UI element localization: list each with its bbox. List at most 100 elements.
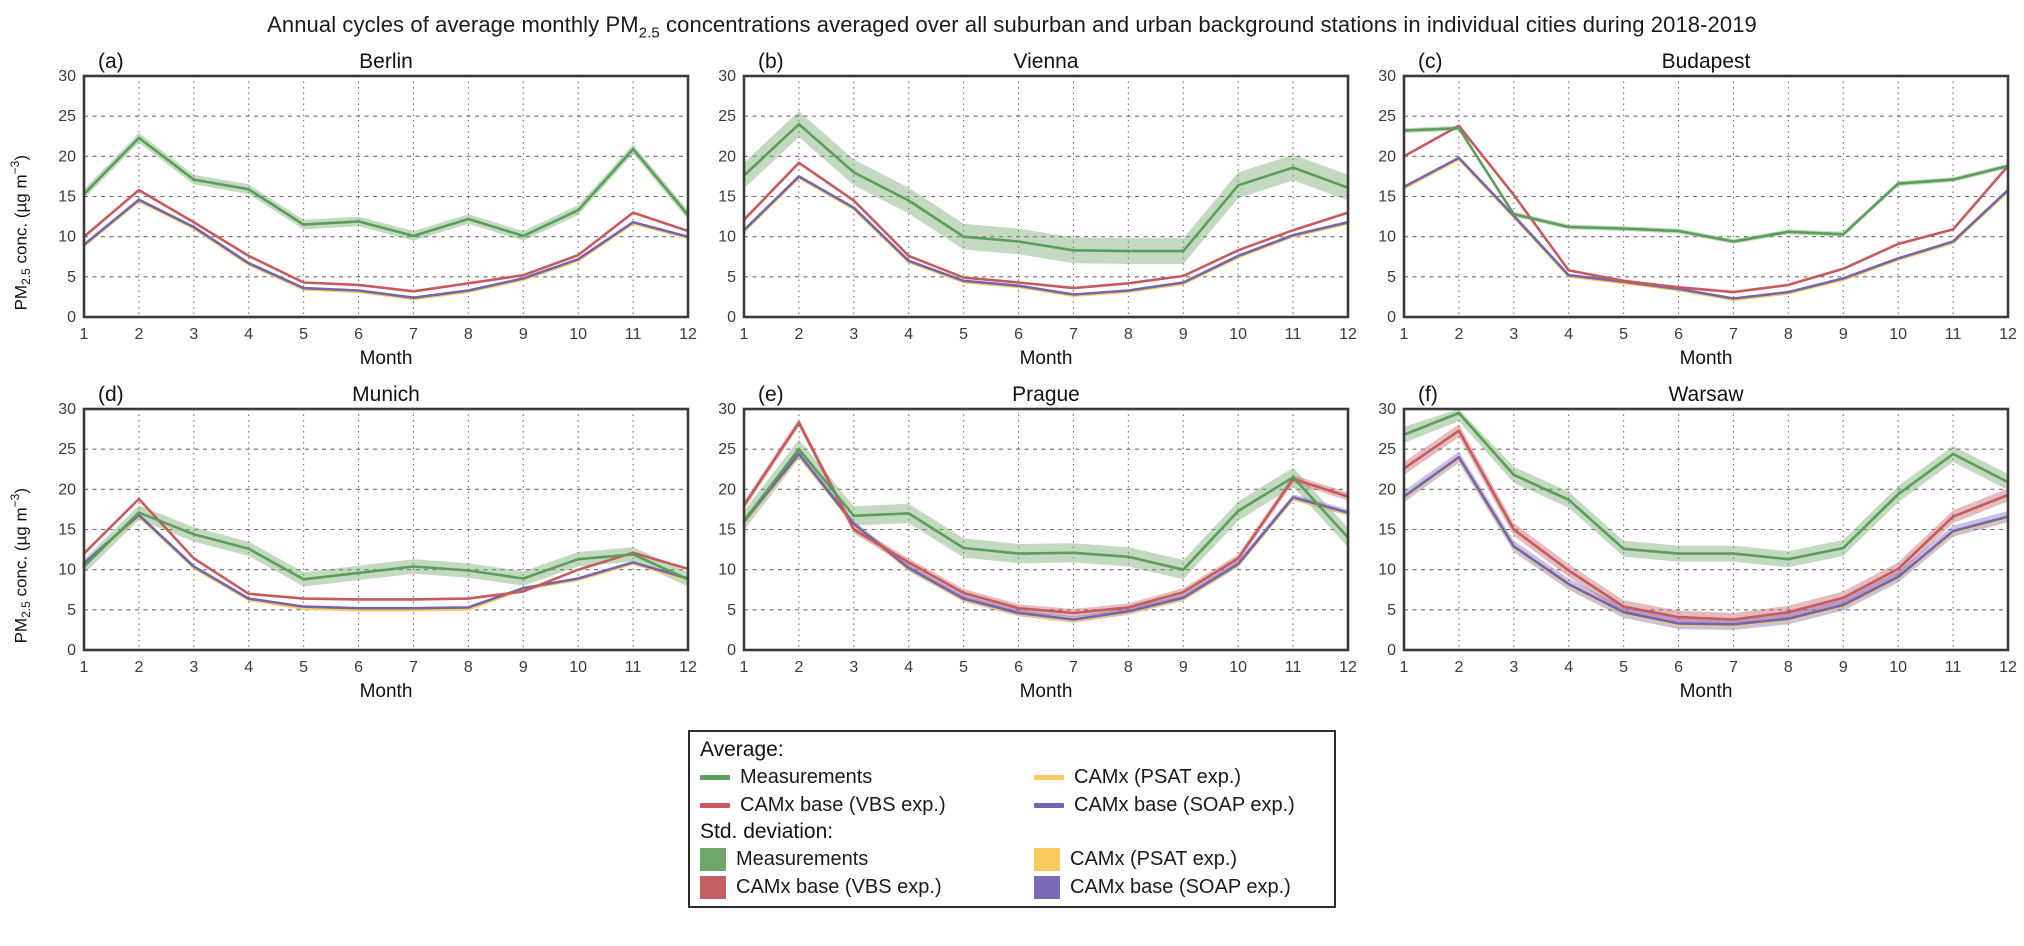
- x-tick-label: 12: [1999, 326, 2017, 343]
- series-line-measurements: [1402, 126, 2010, 243]
- legend-entry-label: CAMx (PSAT exp.): [1074, 765, 1242, 788]
- std-band-measurements: [744, 439, 1348, 580]
- series-line-soap: [742, 175, 1350, 296]
- y-tick-label: 5: [1387, 602, 1396, 619]
- x-tick-label: 1: [740, 326, 749, 343]
- x-tick-label: 3: [849, 659, 858, 676]
- x-axis-title: Month: [1680, 681, 1733, 699]
- series-line-soap: [82, 513, 690, 610]
- y-tick-label: 10: [1378, 229, 1396, 246]
- figure-title-subscript: 2.5: [638, 24, 660, 42]
- panel-city-title: Budapest: [1662, 50, 1751, 73]
- y-axis-label: PM2.5 conc. (µg m−3): [4, 50, 38, 371]
- y-tick-label: 0: [67, 309, 76, 326]
- x-tick-label: 6: [354, 326, 363, 343]
- y-tick-label: 10: [718, 229, 736, 246]
- x-tick-label: 3: [1509, 659, 1518, 676]
- legend-entry-label: CAMx base (VBS exp.): [740, 793, 946, 816]
- x-tick-label: 8: [1124, 326, 1133, 343]
- x-tick-label: 11: [1945, 326, 1962, 343]
- std-band-measurements: [84, 133, 688, 241]
- series-line-vbs: [1402, 429, 2010, 621]
- x-tick-label: 12: [679, 659, 697, 676]
- x-tick-label: 9: [1179, 326, 1188, 343]
- x-axis-title: Month: [1020, 681, 1073, 699]
- x-tick-label: 7: [1069, 659, 1078, 676]
- y-tick-label: 20: [58, 148, 76, 165]
- chart-row-bottom: PM2.5 conc. (µg m−3) 0 5 10 15 20 25 30 1 2 3 4 5 6 7 8…: [4, 383, 2024, 704]
- legend-entry-label: CAMx base (VBS exp.): [736, 875, 942, 898]
- x-tick-label: 12: [679, 326, 697, 343]
- x-tick-label: 4: [904, 326, 913, 343]
- std-band-measurements: [1404, 409, 2008, 568]
- x-tick-label: 11: [625, 659, 642, 676]
- x-tick-label: 7: [1729, 326, 1738, 343]
- line-swatch-measurements-icon: [700, 774, 730, 780]
- legend-entry-label: Measurements: [736, 847, 869, 870]
- series-line-psat: [82, 199, 690, 301]
- x-tick-label: 10: [1229, 659, 1247, 676]
- y-tick-label: 25: [718, 441, 736, 458]
- legend-std-entry-soap: CAMx base (SOAP exp.): [1034, 874, 1324, 900]
- legend-entry-label: CAMx base (SOAP exp.): [1074, 793, 1295, 816]
- y-tick-label: 5: [727, 269, 736, 286]
- x-tick-label: 1: [740, 659, 749, 676]
- x-tick-label: 4: [244, 659, 253, 676]
- x-tick-label: 8: [464, 326, 473, 343]
- x-tick-label: 9: [519, 326, 528, 343]
- legend-avg-entry-soap: CAMx base (SOAP exp.): [1034, 792, 1324, 818]
- series-line-soap: [82, 198, 690, 299]
- line-swatch-psat-icon: [1034, 774, 1064, 780]
- std-band-soap: [744, 450, 1348, 623]
- x-tick-label: 8: [1784, 326, 1793, 343]
- panel-label: (e): [758, 383, 784, 406]
- y-tick-label: 10: [58, 229, 76, 246]
- x-tick-label: 6: [1014, 659, 1023, 676]
- std-band-vbs: [1404, 424, 2008, 626]
- y-tick-label: 20: [718, 148, 736, 165]
- patch-swatch-vbs-icon: [700, 875, 726, 899]
- y-tick-label: 10: [58, 562, 76, 579]
- x-tick-label: 11: [1285, 326, 1302, 343]
- figure-title-suffix: concentrations averaged over all suburba…: [659, 12, 1757, 37]
- x-tick-label: 6: [1674, 326, 1683, 343]
- series-line-soap: [742, 452, 1350, 621]
- x-tick-label: 8: [464, 659, 473, 676]
- x-tick-label: 11: [625, 326, 642, 343]
- y-tick-label: 0: [727, 642, 736, 659]
- panel-city-title: Berlin: [359, 50, 413, 73]
- x-tick-label: 6: [1674, 659, 1683, 676]
- x-tick-label: 10: [569, 326, 587, 343]
- x-tick-label: 1: [80, 326, 89, 343]
- x-tick-label: 9: [1179, 659, 1188, 676]
- legend-entry-label: Measurements: [740, 765, 873, 788]
- x-tick-label: 12: [1339, 326, 1357, 343]
- legend-avg-entry-psat: CAMx (PSAT exp.): [1034, 764, 1324, 790]
- x-axis-title: Month: [360, 348, 413, 366]
- y-tick-label: 0: [727, 309, 736, 326]
- x-tick-label: 2: [1454, 326, 1463, 343]
- y-axis-label-text: PM2.5 conc. (µg m−3): [8, 154, 34, 311]
- panel-label: (a): [98, 50, 124, 73]
- y-tick-label: 10: [1378, 562, 1396, 579]
- y-tick-label: 25: [58, 441, 76, 458]
- subplot-budapest: 0 5 10 15 20 25 30 1 2 3 4 5 6 7 8 9 10 11 12 (c) Budapest Mo…: [1358, 50, 2018, 371]
- figure-title-text: Annual cycles of average monthly PM: [267, 12, 639, 37]
- y-tick-label: 30: [1378, 68, 1396, 85]
- series-line-vbs: [82, 188, 690, 293]
- y-axis-label: PM2.5 conc. (µg m−3): [4, 383, 38, 704]
- x-tick-label: 2: [794, 659, 803, 676]
- legend-entry-label: CAMx (PSAT exp.): [1070, 847, 1238, 870]
- x-tick-label: 2: [1454, 659, 1463, 676]
- x-tick-label: 2: [134, 659, 143, 676]
- plot-frame: [1402, 407, 2010, 652]
- y-tick-label: 30: [1378, 401, 1396, 418]
- x-tick-label: 3: [189, 659, 198, 676]
- y-tick-label: 30: [58, 68, 76, 85]
- panel-label: (b): [758, 50, 784, 73]
- y-tick-label: 15: [58, 522, 76, 539]
- x-tick-label: 3: [1509, 326, 1518, 343]
- y-tick-label: 0: [1387, 642, 1396, 659]
- x-tick-label: 4: [1564, 326, 1573, 343]
